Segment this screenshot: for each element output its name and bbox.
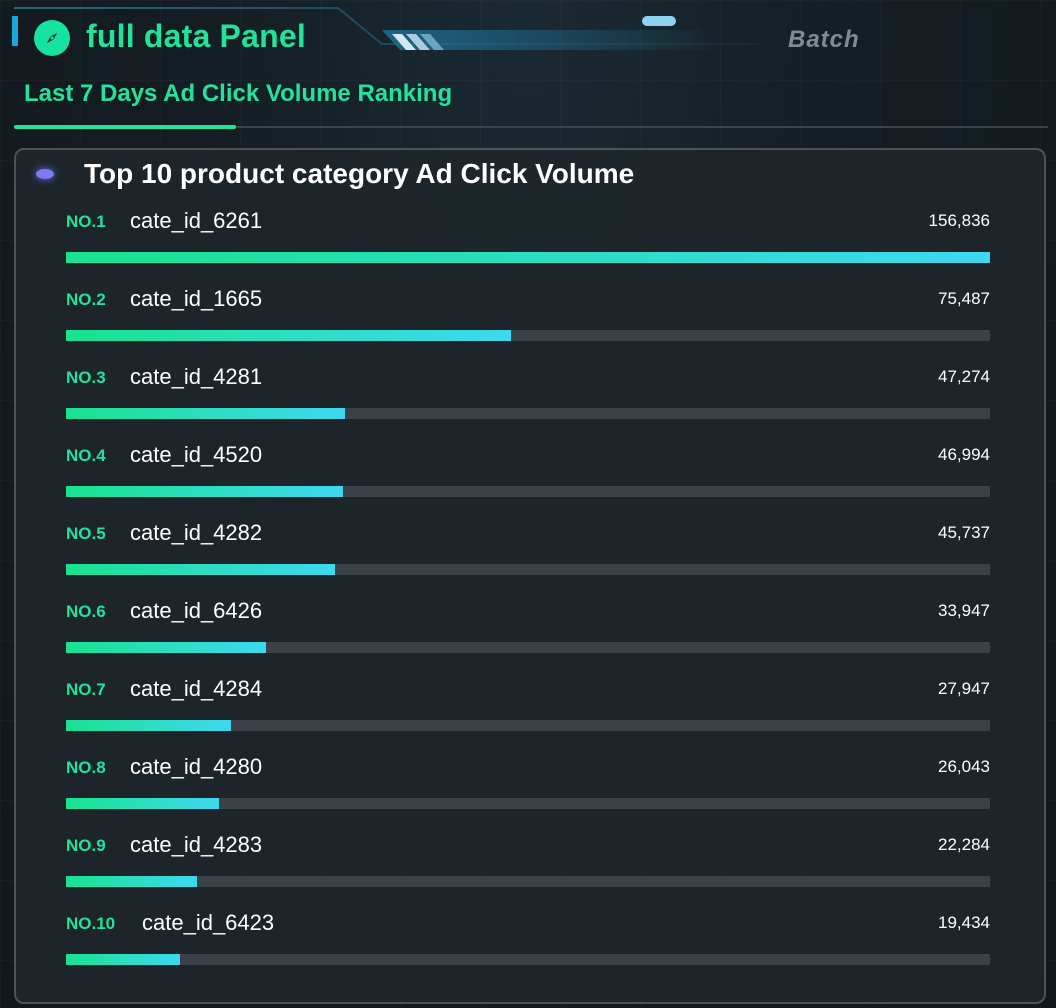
bar-track bbox=[66, 720, 990, 731]
rank-number: NO.3 bbox=[66, 368, 106, 387]
bar-track bbox=[66, 954, 990, 965]
rank-number: NO.10 bbox=[66, 914, 116, 933]
rank-number: NO.2 bbox=[66, 290, 106, 309]
category-name: cate_id_4282 bbox=[130, 520, 263, 545]
header-frame-decoration bbox=[14, 7, 760, 50]
rank-item: NO.9 cate_id_4283 22,284 bbox=[64, 832, 990, 910]
rank-item: NO.8 cate_id_4280 26,043 bbox=[64, 754, 990, 832]
rank-item: NO.1 cate_id_6261 156,836 bbox=[64, 208, 990, 286]
category-name: cate_id_4280 bbox=[130, 754, 263, 779]
bar-fill bbox=[66, 252, 990, 263]
click-volume: 45,737 bbox=[938, 523, 990, 542]
rank-item: NO.5 cate_id_4282 45,737 bbox=[64, 520, 990, 598]
rank-number: NO.8 bbox=[66, 758, 106, 777]
click-volume: 75,487 bbox=[938, 289, 990, 308]
compass-icon bbox=[34, 20, 70, 56]
bar-fill bbox=[66, 408, 345, 419]
bar-fill bbox=[66, 798, 220, 809]
category-name: cate_id_6261 bbox=[130, 208, 263, 233]
click-volume: 22,284 bbox=[938, 835, 990, 854]
bar-fill bbox=[66, 954, 181, 965]
panel-heading-text: Top 10 product category Ad Click Volume bbox=[84, 158, 635, 189]
bar-fill bbox=[66, 564, 336, 575]
category-name: cate_id_4281 bbox=[130, 364, 263, 389]
rank-item: NO.10 cate_id_6423 19,434 bbox=[64, 910, 990, 988]
panel-title: full data Panel bbox=[86, 18, 306, 54]
bar-track bbox=[66, 486, 990, 497]
category-name: cate_id_6426 bbox=[130, 598, 263, 623]
rank-item: NO.4 cate_id_4520 46,994 bbox=[64, 442, 990, 520]
click-volume: 26,043 bbox=[938, 757, 990, 776]
rank-item: NO.3 cate_id_4281 47,274 bbox=[64, 364, 990, 442]
click-volume: 19,434 bbox=[938, 913, 990, 932]
rank-item: NO.6 cate_id_6426 33,947 bbox=[64, 598, 990, 676]
bar-track bbox=[66, 876, 990, 887]
click-volume: 156,836 bbox=[928, 211, 990, 230]
rank-number: NO.5 bbox=[66, 524, 106, 543]
ranking-panel: Top 10 product category Ad Click Volume … bbox=[14, 148, 1046, 1004]
bar-fill bbox=[66, 876, 198, 887]
bar-track bbox=[66, 252, 990, 263]
category-name: cate_id_4283 bbox=[130, 832, 263, 857]
bar-track bbox=[66, 408, 990, 419]
category-name: cate_id_6423 bbox=[142, 910, 275, 935]
rank-item: NO.7 cate_id_4284 27,947 bbox=[64, 676, 990, 754]
bar-track bbox=[66, 330, 990, 341]
header: full data Panel Batch bbox=[0, 0, 1056, 70]
rank-number: NO.4 bbox=[66, 446, 106, 465]
bullet-dot-icon bbox=[36, 169, 54, 179]
rank-number: NO.9 bbox=[66, 836, 106, 855]
bar-fill bbox=[66, 642, 266, 653]
panel-heading: Top 10 product category Ad Click Volume bbox=[36, 158, 634, 190]
category-name: cate_id_1665 bbox=[130, 286, 263, 311]
click-volume: 47,274 bbox=[938, 367, 990, 386]
bar-track bbox=[66, 564, 990, 575]
rank-number: NO.6 bbox=[66, 602, 106, 621]
subtab-bar: Last 7 Days Ad Click Volume Ranking bbox=[14, 76, 1048, 129]
active-tab-indicator bbox=[14, 125, 236, 129]
bar-track bbox=[66, 798, 990, 809]
click-volume: 46,994 bbox=[938, 445, 990, 464]
bar-fill bbox=[66, 330, 511, 341]
rank-number: NO.1 bbox=[66, 212, 106, 231]
tab-last-7-days-ranking[interactable]: Last 7 Days Ad Click Volume Ranking bbox=[24, 80, 453, 107]
bar-track bbox=[66, 642, 990, 653]
rank-number: NO.7 bbox=[66, 680, 106, 699]
category-name: cate_id_4284 bbox=[130, 676, 263, 701]
rank-list: NO.1 cate_id_6261 156,836 NO.2 cate_id_1… bbox=[64, 208, 990, 988]
category-name: cate_id_4520 bbox=[130, 442, 263, 467]
bar-fill bbox=[66, 486, 343, 497]
rank-item: NO.2 cate_id_1665 75,487 bbox=[64, 286, 990, 364]
click-volume: 27,947 bbox=[938, 679, 990, 698]
tab-batch[interactable]: Batch bbox=[788, 26, 860, 53]
bar-fill bbox=[66, 720, 231, 731]
header-accent-bar bbox=[12, 16, 18, 46]
click-volume: 33,947 bbox=[938, 601, 990, 620]
